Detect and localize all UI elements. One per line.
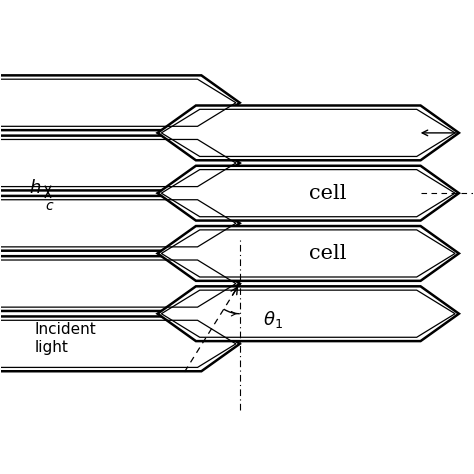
Text: cell: cell: [309, 183, 346, 203]
Polygon shape: [0, 196, 240, 251]
Text: $\theta_1$: $\theta_1$: [263, 309, 283, 330]
Polygon shape: [157, 166, 459, 220]
Text: Incident
light: Incident light: [34, 322, 96, 355]
Polygon shape: [0, 256, 240, 311]
Text: cell: cell: [309, 244, 346, 263]
Polygon shape: [0, 75, 240, 130]
Polygon shape: [157, 226, 459, 281]
Polygon shape: [157, 106, 459, 160]
Polygon shape: [157, 286, 459, 341]
Polygon shape: [0, 317, 240, 371]
Polygon shape: [0, 136, 240, 191]
Text: $c$: $c$: [45, 199, 55, 213]
Text: $h$: $h$: [28, 179, 41, 197]
